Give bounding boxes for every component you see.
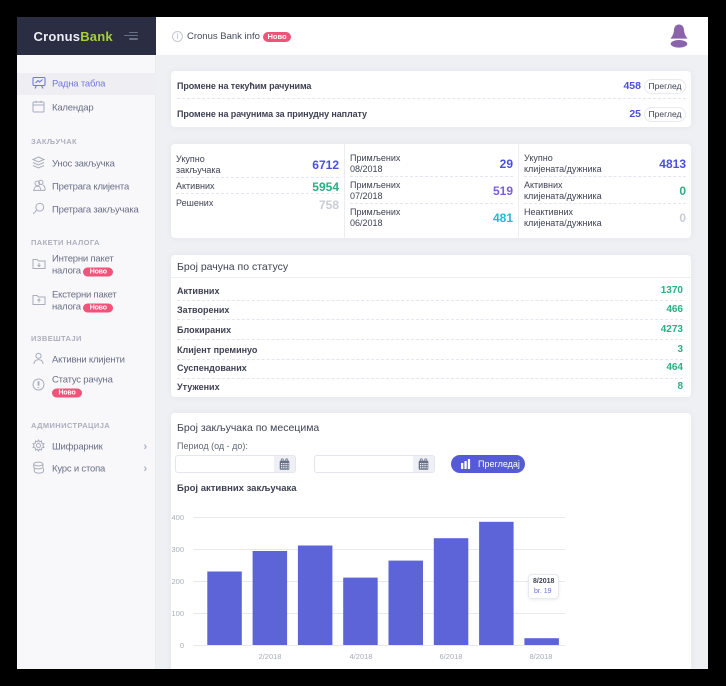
svg-text:100: 100 <box>171 609 184 618</box>
svg-text:8/2018: 8/2018 <box>530 652 553 661</box>
svg-text:200: 200 <box>171 577 184 586</box>
svg-text:6/2018: 6/2018 <box>440 652 463 661</box>
svg-text:4/2018: 4/2018 <box>350 652 373 661</box>
svg-text:400: 400 <box>171 513 184 522</box>
svg-text:300: 300 <box>171 545 184 554</box>
svg-text:0: 0 <box>180 641 184 650</box>
svg-text:2/2018: 2/2018 <box>259 652 282 661</box>
